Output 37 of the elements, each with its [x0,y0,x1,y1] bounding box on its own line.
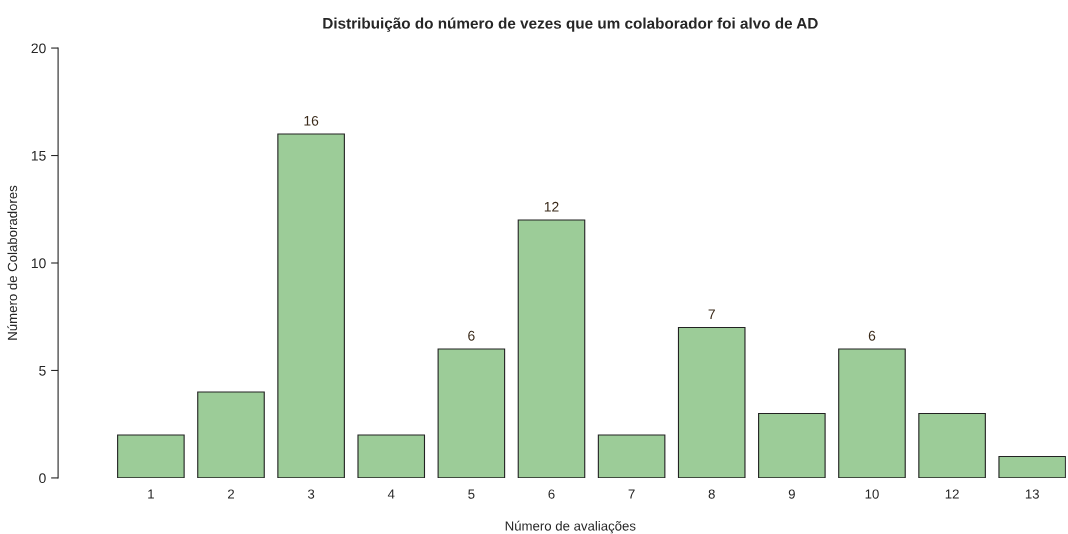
x-axis-title: Número de avaliações [505,520,636,534]
x-tick-label: 5 [468,489,475,499]
bar [117,434,185,478]
x-tick-label: 7 [628,489,635,499]
y-axis-title: Número de Colaboradores [7,185,18,340]
data-label: 7 [708,309,715,320]
data-label: 12 [544,201,559,212]
data-label: 16 [304,115,319,126]
x-tick-label: 13 [1025,489,1039,499]
bar [918,412,986,478]
bar [197,391,265,478]
y-tick-label: 0 [39,473,46,484]
chart-title: Distribuição do número de vezes que um colaborador foi alvo de AD [323,17,818,32]
x-tick-label: 4 [387,489,395,499]
x-tick-label: 2 [227,489,234,499]
bar [277,133,345,478]
x-tick-label: 8 [708,489,715,499]
data-label: 6 [868,330,876,341]
x-tick-label: 9 [788,489,795,499]
x-tick-label: 6 [548,489,555,499]
y-tick-label: 20 [31,43,46,54]
bar [838,348,906,478]
bar [597,434,666,478]
x-tick-label: 3 [307,489,315,499]
data-label: 6 [468,330,475,341]
bar [758,412,826,478]
bar [998,455,1066,478]
bar [677,326,746,478]
x-tick-label: 10 [865,489,879,499]
y-tick-label: 10 [31,258,46,269]
x-tick-label: 1 [148,489,154,499]
bar [517,219,586,478]
y-tick-label: 15 [31,151,46,161]
y-tick-label: 5 [39,365,46,376]
bar [437,348,506,478]
x-tick-label: 12 [945,489,959,499]
bar [357,434,426,478]
